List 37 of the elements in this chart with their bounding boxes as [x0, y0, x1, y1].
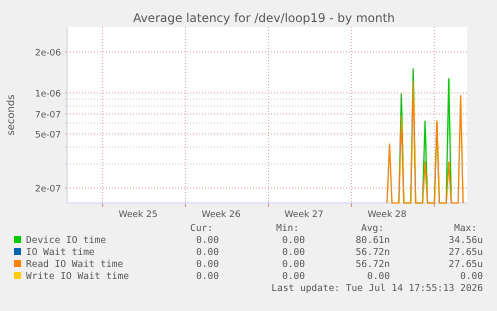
y-axis-title: seconds [6, 94, 17, 136]
text: 0.00 [196, 259, 220, 270]
text: Avg: [361, 223, 384, 234]
y-tick-label: 1e-06 [35, 89, 62, 100]
text: Min: [276, 223, 299, 234]
text: 27.65u [448, 259, 483, 270]
y-tick-label: 2e-06 [35, 48, 62, 58]
x-tick-label: Week 25 [118, 210, 158, 220]
text: 0.00 [282, 247, 306, 258]
text: 0.00 [196, 247, 220, 258]
text: 0.00 [460, 271, 484, 282]
text: 0.00 [196, 235, 220, 246]
text: 0.00 [282, 271, 306, 282]
text: 56.72n [356, 247, 390, 258]
x-tick-label: Week 27 [284, 210, 324, 220]
text: 34.56u [448, 235, 483, 246]
line-series [386, 81, 464, 204]
text: Max: [454, 223, 477, 234]
chart-title: Average latency for /dev/loop19 - by month [133, 11, 395, 25]
text: 0.00 [282, 259, 306, 270]
text: Last update: Tue Jul 14 17:55:13 2026 [271, 283, 484, 294]
text: 27.65u [448, 247, 483, 258]
legend-label: Device IO time [26, 235, 106, 246]
legend-label: Write IO Wait time [26, 271, 130, 282]
y-tick-label: 5e-07 [35, 130, 61, 140]
legend-label: Read IO Wait time [26, 259, 124, 270]
text: Cur: [190, 223, 213, 234]
text: 0.00 [196, 271, 220, 282]
text: 56.72n [356, 259, 390, 270]
text: 80.61n [356, 235, 390, 246]
x-tick-label: Week 28 [368, 210, 407, 220]
text: 0.00 [367, 271, 390, 282]
legend-label: IO Wait time [26, 247, 95, 258]
x-tick-label: Week 26 [202, 210, 241, 220]
y-tick-label: 7e-07 [35, 110, 61, 120]
text: 0.00 [282, 235, 306, 246]
y-tick-label: 2e-07 [35, 184, 61, 194]
